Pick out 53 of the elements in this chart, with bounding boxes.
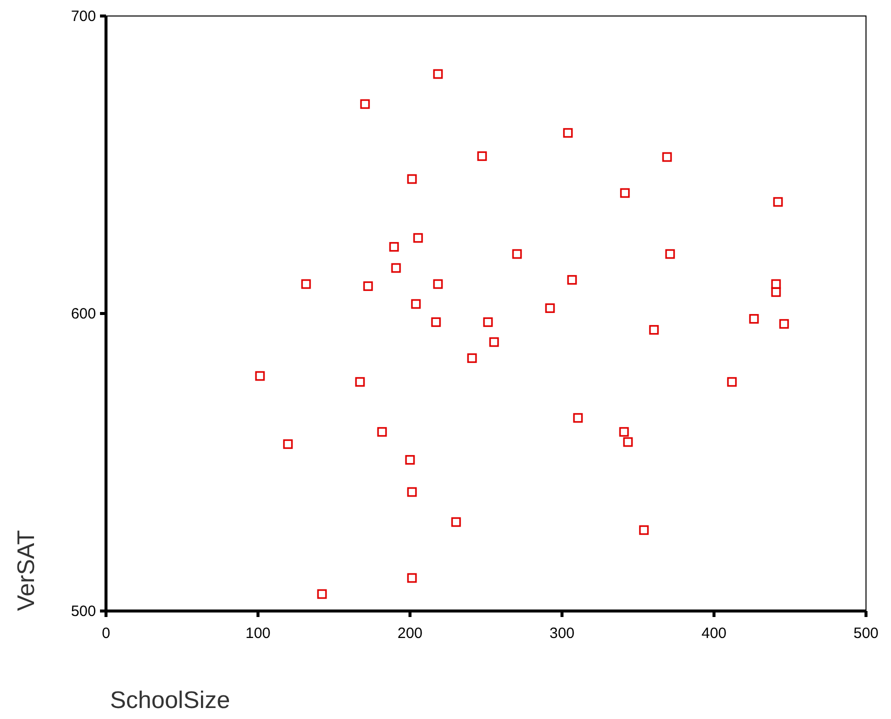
point bbox=[377, 427, 387, 437]
point bbox=[317, 589, 327, 599]
point bbox=[413, 233, 423, 243]
x-tick-label: 300 bbox=[549, 625, 575, 642]
point bbox=[407, 573, 417, 583]
point bbox=[665, 249, 675, 259]
y-tick-label: 500 bbox=[70, 603, 96, 620]
x-tick-label: 0 bbox=[102, 625, 110, 642]
point bbox=[749, 314, 759, 324]
point bbox=[771, 287, 781, 297]
point bbox=[483, 317, 493, 327]
point bbox=[620, 188, 630, 198]
point bbox=[389, 242, 399, 252]
point bbox=[649, 325, 659, 335]
point bbox=[619, 427, 629, 437]
point bbox=[545, 303, 555, 313]
point bbox=[573, 413, 583, 423]
point bbox=[360, 99, 370, 109]
point bbox=[431, 317, 441, 327]
point bbox=[727, 377, 737, 387]
point bbox=[477, 151, 487, 161]
point bbox=[623, 437, 633, 447]
x-axis-title: SchoolSize bbox=[110, 687, 230, 714]
x-tick-label: 500 bbox=[853, 625, 879, 642]
y-axis-title: VerSAT bbox=[13, 530, 40, 611]
point bbox=[779, 319, 789, 329]
y-tick-label: 600 bbox=[70, 306, 96, 322]
point bbox=[662, 152, 672, 162]
point bbox=[773, 197, 783, 207]
x-tick-label: 200 bbox=[397, 625, 423, 642]
point bbox=[567, 275, 577, 285]
point bbox=[407, 487, 417, 497]
point bbox=[433, 279, 443, 289]
point bbox=[467, 353, 477, 363]
point bbox=[433, 69, 443, 79]
point bbox=[355, 377, 365, 387]
point bbox=[283, 439, 293, 449]
point bbox=[512, 249, 522, 259]
point bbox=[411, 299, 421, 309]
point bbox=[405, 455, 415, 465]
point bbox=[639, 525, 649, 535]
point bbox=[301, 279, 311, 289]
point bbox=[391, 263, 401, 273]
point bbox=[563, 128, 573, 138]
point bbox=[489, 337, 499, 347]
point bbox=[363, 281, 373, 291]
x-tick-label: 100 bbox=[245, 625, 271, 642]
point bbox=[451, 517, 461, 527]
x-tick-label: 400 bbox=[701, 625, 727, 642]
point bbox=[255, 371, 265, 381]
point bbox=[771, 279, 781, 289]
point bbox=[407, 174, 417, 184]
y-tick-label: 700 bbox=[70, 8, 96, 25]
